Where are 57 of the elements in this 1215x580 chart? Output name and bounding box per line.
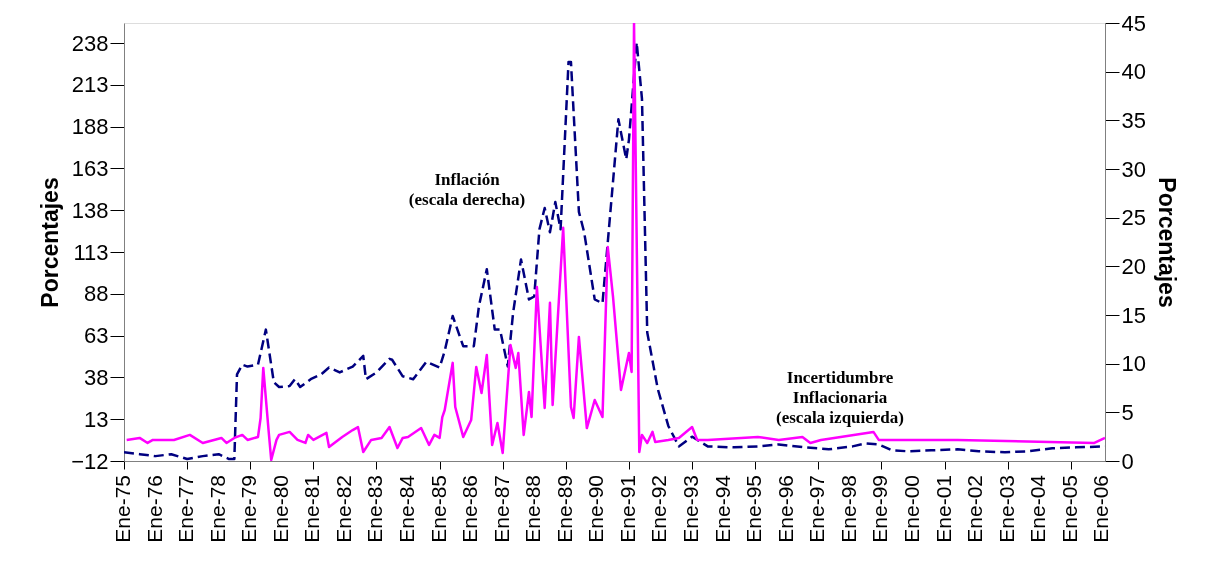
- x-tick-label: Ene-05: [1057, 475, 1081, 543]
- x-tick-label: Ene-03: [994, 475, 1018, 543]
- y2-axis-title: Porcentajes: [1153, 177, 1180, 308]
- x-tick-label: Ene-94: [710, 474, 734, 543]
- y-tick-label: 13: [84, 406, 109, 432]
- x-tick-label: Ene-95: [742, 475, 766, 543]
- x-tick-label: Ene-82: [331, 475, 355, 543]
- y2-tick-label: 10: [1121, 351, 1146, 377]
- y-axis-title: Porcentajes: [37, 177, 64, 308]
- x-tick-label: Ene-97: [805, 475, 829, 543]
- y-tick-label: −12: [71, 448, 109, 474]
- x-tick-label: Ene-79: [237, 475, 261, 543]
- x-tick-label: Ene-76: [142, 475, 166, 543]
- series-label: Incertidumbre Inflacionaria (escala izquierda): [776, 368, 904, 427]
- y-tick-label: 238: [71, 30, 109, 56]
- x-tick-label: Ene-85: [426, 475, 450, 543]
- y2-tick-label: 0: [1121, 448, 1134, 474]
- y2-tick-label: 20: [1121, 253, 1146, 279]
- x-tick-label: Ene-93: [679, 475, 703, 543]
- y-tick-label: 188: [71, 114, 109, 140]
- x-tick-label: Ene-98: [836, 475, 860, 543]
- series-label: Inflación (escala derecha): [408, 170, 526, 209]
- y-tick-label: 163: [71, 155, 109, 181]
- x-tick-label: Ene-06: [1089, 475, 1113, 543]
- y-tick-label: 38: [84, 364, 109, 390]
- x-tick-label: Ene-83: [363, 475, 387, 543]
- x-tick-label: Ene-84: [395, 474, 418, 543]
- x-tick-label: Ene-01: [931, 475, 955, 543]
- x-tick-label: Ene-88: [521, 475, 545, 543]
- y-tick-label: 88: [84, 281, 109, 307]
- x-tick-label: Ene-91: [615, 475, 639, 543]
- x-tick-label: Ene-75: [111, 475, 134, 543]
- x-tick-label: Ene-04: [1026, 474, 1050, 543]
- y2-tick-label: 30: [1121, 156, 1146, 182]
- x-tick-label: Ene-77: [174, 475, 198, 543]
- y-tick-label: 213: [71, 72, 109, 98]
- x-tick-label: Ene-92: [647, 475, 671, 543]
- y2-tick-label: 45: [1121, 10, 1146, 36]
- x-tick-label: Ene-96: [773, 475, 797, 543]
- x-tick-label: Ene-78: [205, 475, 229, 543]
- x-tick-label: Ene-89: [552, 475, 576, 543]
- x-tick-label: Ene-90: [584, 475, 608, 543]
- y-tick-label: 63: [84, 323, 109, 349]
- x-tick-label: Ene-02: [963, 475, 987, 543]
- x-tick-label: Ene-80: [268, 475, 292, 543]
- y2-tick-label: 15: [1121, 302, 1146, 328]
- y-tick-label: 113: [73, 239, 109, 265]
- x-tick-label: Ene-00: [899, 475, 923, 543]
- x-tick-label: Ene-81: [300, 475, 324, 543]
- x-tick-label: Ene-99: [868, 475, 892, 543]
- y-tick-label: 138: [71, 197, 109, 223]
- y2-tick-label: 5: [1121, 399, 1134, 425]
- x-tick-label: Ene-87: [489, 475, 513, 543]
- y2-tick-label: 40: [1121, 59, 1146, 85]
- y2-tick-label: 25: [1121, 205, 1146, 231]
- y2-tick-label: 35: [1121, 107, 1146, 133]
- x-tick-label: Ene-86: [458, 475, 482, 543]
